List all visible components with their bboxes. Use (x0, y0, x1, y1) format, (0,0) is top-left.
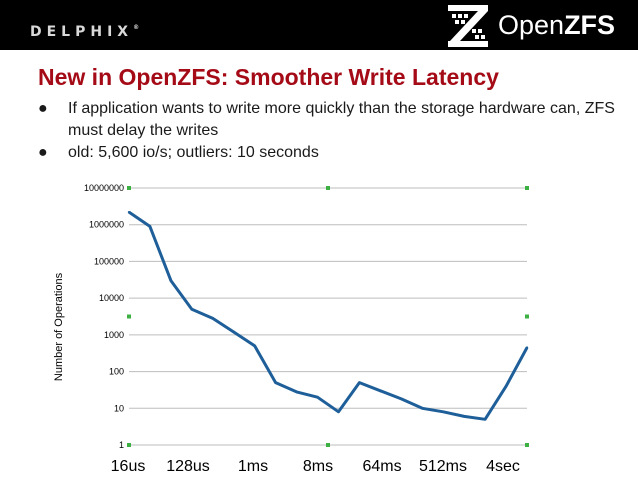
data-point (295, 390, 298, 394)
x-tick-label: 128us (166, 458, 210, 475)
y-axis-label: Number of Operations (53, 272, 65, 381)
openzfs-logo-mark (448, 5, 488, 47)
data-point (400, 397, 403, 401)
selection-handle[interactable] (525, 314, 529, 319)
selection-handle[interactable] (127, 186, 131, 190)
slide-title: New in OpenZFS: Smoother Write Latency (38, 64, 499, 90)
data-point (379, 389, 382, 392)
bullet-item: ● If application wants to write more quic… (38, 98, 618, 142)
data-point (169, 279, 173, 282)
data-point (504, 384, 508, 388)
y-axis-ticks: 10000000 1000000 100000 10000 1000 100 10 1 (84, 183, 124, 450)
data-point (483, 418, 487, 421)
selection-handle[interactable] (326, 186, 330, 190)
data-point (274, 381, 277, 384)
x-tick-label: 4sec (486, 458, 520, 475)
y-tick-label: 100000 (94, 256, 124, 266)
delphix-logo: DELPHIX® (30, 24, 139, 40)
data-point (358, 381, 361, 384)
openzfs-logo-zfs: ZFS (564, 10, 616, 40)
y-tick-label: 1000000 (89, 220, 124, 230)
x-tick-label: 16us (111, 458, 146, 475)
openzfs-logo-text: OpenZFS (498, 10, 615, 40)
selection-handle[interactable] (326, 443, 330, 447)
bullet-dot: ● (38, 100, 48, 117)
chart-selection-handles[interactable] (127, 186, 529, 447)
y-tick-label: 100 (109, 367, 124, 377)
chart-gridlines (129, 187, 527, 446)
y-tick-label: 1 (119, 440, 124, 450)
data-point (148, 225, 152, 228)
openzfs-logo-open: Open (498, 10, 565, 40)
x-tick-label: 1ms (238, 458, 268, 475)
delphix-logo-registered: ® (133, 24, 140, 31)
selection-handle[interactable] (127, 443, 131, 447)
y-tick-label: 10000000 (84, 183, 124, 193)
data-point (421, 407, 424, 410)
bullet-item: ● old: 5,600 io/s; outliers: 10 seconds (38, 142, 618, 164)
selection-handle[interactable] (525, 186, 529, 190)
x-axis-ticks: 16us 128us 1ms 8ms 64ms 512ms 4sec (111, 458, 520, 475)
x-tick-label: 512ms (419, 458, 467, 475)
bullet-text: If application wants to write more quick… (68, 100, 615, 139)
latency-chart: 10000000 1000000 100000 10000 1000 100 10 1 16u… (53, 183, 529, 475)
data-point (127, 210, 131, 214)
series-line (128, 210, 529, 421)
y-tick-label: 10000 (99, 293, 124, 303)
bullet-text: old: 5,600 io/s; outliers: 10 seconds (68, 144, 319, 161)
data-point (232, 330, 235, 334)
y-tick-label: 1000 (104, 330, 124, 340)
data-point (211, 317, 214, 320)
chart-series (127, 210, 529, 421)
selection-handle[interactable] (127, 314, 131, 319)
x-tick-label: 64ms (362, 458, 401, 475)
bullet-dot: ● (38, 144, 48, 161)
bullet-list: ● If application wants to write more quic… (38, 98, 618, 164)
selection-handle[interactable] (525, 443, 529, 447)
data-point (316, 396, 319, 399)
y-tick-label: 10 (114, 403, 124, 413)
header-bar: DELPHIX® OpenZFS (0, 0, 638, 50)
data-point (525, 346, 529, 349)
data-point (442, 410, 445, 414)
data-point (337, 410, 340, 414)
data-point (190, 307, 194, 311)
delphix-logo-text: DELPHIX (30, 24, 134, 40)
data-point (253, 344, 256, 348)
data-point (462, 415, 466, 418)
x-tick-label: 8ms (303, 458, 333, 475)
